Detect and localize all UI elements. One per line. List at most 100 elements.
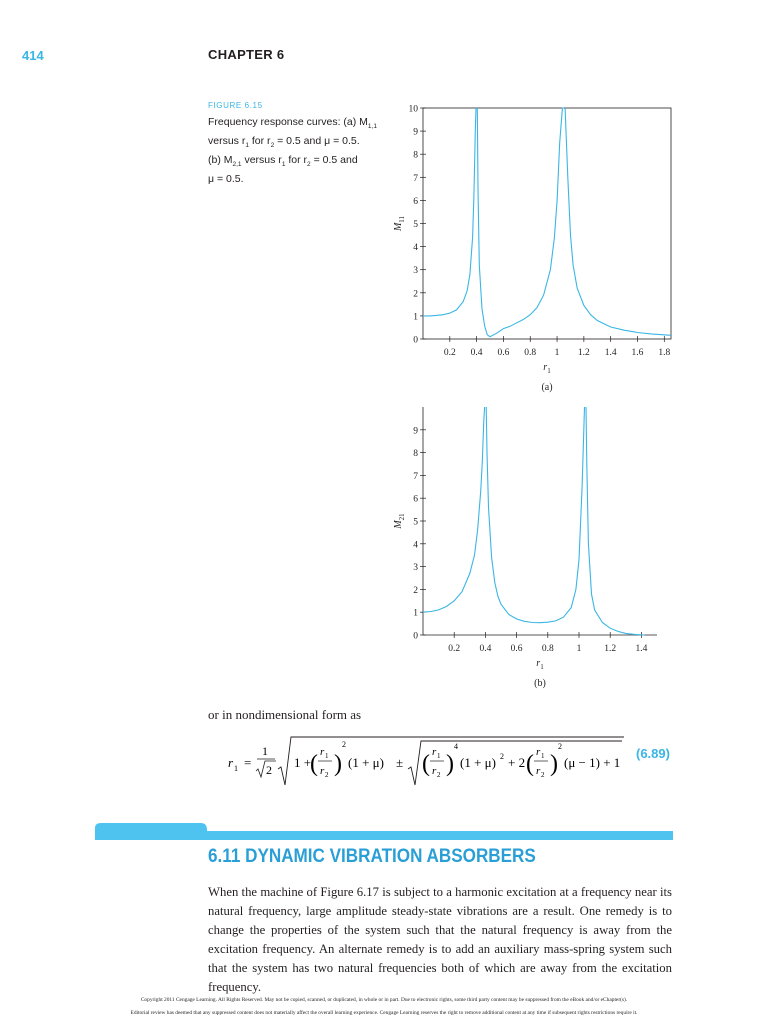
eq-paren-l2: (: [422, 751, 430, 777]
x-tick-label: 1.4: [635, 644, 647, 654]
eq-inner-radical: [407, 740, 622, 786]
section-title: 6.11 DYNAMIC VIBRATION ABSORBERS: [208, 846, 536, 867]
eq-exp4: 4: [454, 742, 458, 751]
eq-f1-num: r: [320, 746, 325, 758]
x-tick-label: 0.4: [471, 348, 483, 358]
eq-f1-den-sub: 2: [325, 771, 329, 779]
x-tick-label: 1: [577, 644, 582, 654]
eq-exp2b: 2: [558, 742, 562, 751]
x-axis-label-sub: 1: [547, 367, 551, 375]
panel-label: (b): [534, 678, 546, 689]
eq-paren-r2: ): [446, 751, 454, 777]
chart-b: 0 1 2 3 4 5 6 7 8 9 0.2 0.4 0.6 0.8 1 1.2 1.4 r1 M21 (b): [393, 406, 657, 689]
chart-a: 0 1 2 3 4 5 6 7 8 9 10 0.2 0.4 0.6 0.8 1 1.2 1.4 1.6 1.8 r1 M…: [393, 105, 672, 393]
footer-editorial: Editorial review has deemed that any sup…: [130, 1010, 638, 1016]
caption-line-3: (b) M2,1 versus r1 for r2 = 0.5 and: [208, 154, 358, 169]
eq-f2-den-sub: 2: [437, 771, 441, 779]
y-tick-label: 0: [413, 336, 418, 346]
eq-outer-radical: [277, 736, 624, 786]
eq-lhs-sub: 1: [234, 764, 238, 773]
section-body: When the machine of Figure 6.17 is subje…: [208, 885, 672, 994]
figure-caption: Frequency response curves: (a) M1,1 vers…: [208, 115, 383, 187]
y-tick-label: 4: [413, 243, 418, 253]
figure-label: FIGURE 6.15: [208, 101, 263, 110]
equation-number: (6.89): [636, 746, 670, 761]
series-1-line: [423, 107, 477, 317]
eq-paren-r3: ): [550, 751, 558, 777]
caption-line-4: μ = 0.5.: [208, 173, 244, 186]
x-tick-label: 0.2: [448, 644, 460, 654]
x-tick-label: 0.4: [479, 644, 491, 654]
eq-paren-l1: (: [310, 751, 318, 777]
section-band: [95, 823, 673, 840]
x-axis-label-sub: 1: [540, 663, 544, 671]
y-tick-label: 6: [413, 197, 418, 207]
x-tick-label: 1: [555, 348, 560, 358]
eq-f1-num-sub: 1: [325, 752, 329, 760]
chapter-heading: CHAPTER 6: [208, 47, 285, 62]
y-axis-label-sub: 21: [398, 513, 406, 521]
caption-line-2: versus r1 for r2 = 0.5 and μ = 0.5.: [208, 135, 360, 150]
y-tick-label: 5: [413, 220, 418, 230]
x-tick-label: 1.8: [658, 348, 670, 358]
series-3-line: [585, 406, 645, 636]
y-tick-label: 0: [413, 632, 418, 642]
eq-f2-num: r: [432, 746, 437, 758]
eq-f3-den-sub: 2: [541, 771, 545, 779]
y-axis-label: M21: [393, 513, 406, 530]
eq-f1-den: r: [320, 765, 325, 777]
y-tick-label: 3: [413, 266, 418, 276]
eq-mu-sq: (1 + μ): [460, 755, 496, 770]
eq-f2-num-sub: 1: [437, 752, 441, 760]
eq-sqrt2: 2: [266, 763, 272, 777]
caption-line-1: Frequency response curves: (a) M1,1: [208, 116, 377, 131]
y-tick-label: 3: [413, 563, 418, 573]
series-2-line: [485, 406, 586, 624]
eq-plus2: + 2: [508, 755, 525, 770]
y-tick-label: 7: [413, 174, 418, 184]
y-tick-label: 2: [413, 586, 418, 596]
eq-f2-den: r: [432, 765, 437, 777]
y-tick-label: 10: [409, 105, 419, 115]
equation-intro: or in nondimensional form as: [208, 707, 362, 722]
y-tick-label: 4: [413, 540, 418, 550]
page-number: 414: [22, 48, 44, 63]
eq-f3-num: r: [536, 746, 541, 758]
y-axis-label-sub: 11: [398, 215, 406, 222]
eq-f3-num-sub: 1: [541, 752, 545, 760]
eq-equals: =: [244, 755, 251, 770]
eq-mu-term: (1 + μ): [348, 755, 384, 770]
eq-lhs: r: [228, 755, 234, 770]
y-tick-label: 1: [413, 312, 418, 322]
eq-one: 1: [262, 744, 268, 758]
section-band-shape: [95, 823, 673, 840]
y-tick-label: 1: [413, 609, 418, 619]
y-tick-label: 8: [413, 449, 418, 459]
x-tick-label: 1.6: [632, 348, 644, 358]
eq-paren-l3: (: [526, 751, 534, 777]
eq-paren-r1: ): [334, 751, 342, 777]
x-tick-label: 0.8: [524, 348, 536, 358]
x-tick-label: 1.2: [578, 348, 590, 358]
y-tick-label: 6: [413, 495, 418, 505]
y-tick-label: 9: [413, 128, 418, 138]
series-2-line: [476, 107, 564, 338]
x-tick-label: 0.6: [497, 348, 509, 358]
y-tick-label: 8: [413, 151, 418, 161]
eq-pm: ±: [396, 755, 403, 770]
panel-label: (a): [541, 382, 552, 393]
x-tick-label: 0.2: [444, 348, 456, 358]
x-tick-label: 0.8: [542, 644, 554, 654]
y-tick-label: 7: [413, 472, 418, 482]
x-tick-label: 0.6: [511, 644, 523, 654]
y-axis-label: M11: [393, 215, 406, 232]
equation-6-89: r 1 = 1 2 1 + ( r 1 r 2 ) 2 (1 + μ) ± ( …: [228, 736, 624, 786]
footer-copyright: Copyright 2011 Cengage Learning. All Rig…: [140, 997, 628, 1003]
x-tick-label: 1.4: [605, 348, 617, 358]
series-1-line: [422, 406, 486, 613]
x-axis-label: r1: [543, 362, 551, 375]
eq-exp2a: 2: [342, 740, 346, 749]
eq-sqrt2-radical: [255, 760, 276, 779]
plot-frame: [422, 107, 672, 340]
eq-mu-sq-exp: 2: [500, 752, 504, 761]
